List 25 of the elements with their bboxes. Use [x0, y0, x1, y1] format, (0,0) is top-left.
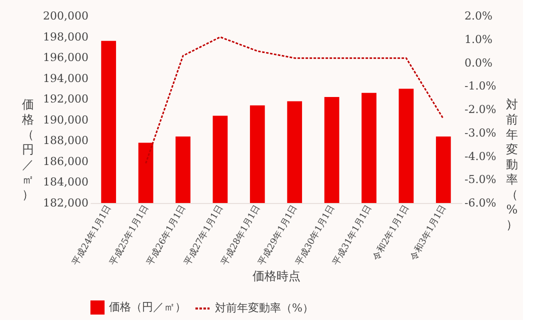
y2-tick-label: -3.0% — [464, 126, 496, 140]
y2-tick-label: 1.0% — [464, 32, 492, 46]
x-axis-title: 価格時点 — [252, 268, 300, 283]
legend-label: 価格（円／㎡） — [109, 300, 186, 314]
y-tick-label: 198,000 — [43, 30, 88, 44]
y-axis-title: 価格（円／㎡） — [21, 98, 34, 202]
y-tick-label: 190,000 — [43, 113, 88, 126]
y-tick-label: 184,000 — [43, 176, 88, 189]
legend-label: 対前年変動率（%） — [215, 302, 314, 314]
text: 対前年変動率（%） — [506, 98, 518, 232]
y2-tick-label: 0.0% — [464, 56, 492, 70]
y2-tick-label: -4.0% — [464, 150, 496, 163]
line-series — [145, 36, 444, 164]
y-tick-label: 192,000 — [43, 92, 88, 106]
y-tick-label: 188,000 — [43, 134, 88, 148]
y2-tick-label: 2.0% — [464, 10, 492, 22]
y-tick-label: 182,000 — [43, 196, 88, 210]
y-tick-label: 194,000 — [43, 72, 88, 85]
y-tick-label: 186,000 — [43, 154, 88, 168]
y-tick-label: 196,000 — [43, 51, 88, 64]
y2-tick-label: -6.0% — [464, 196, 496, 210]
y2-tick-label: -5.0% — [464, 173, 496, 186]
y2-tick-label: -2.0% — [464, 103, 496, 116]
y2-tick-label: -1.0% — [464, 80, 496, 93]
y-tick-label: 200,000 — [43, 10, 88, 22]
